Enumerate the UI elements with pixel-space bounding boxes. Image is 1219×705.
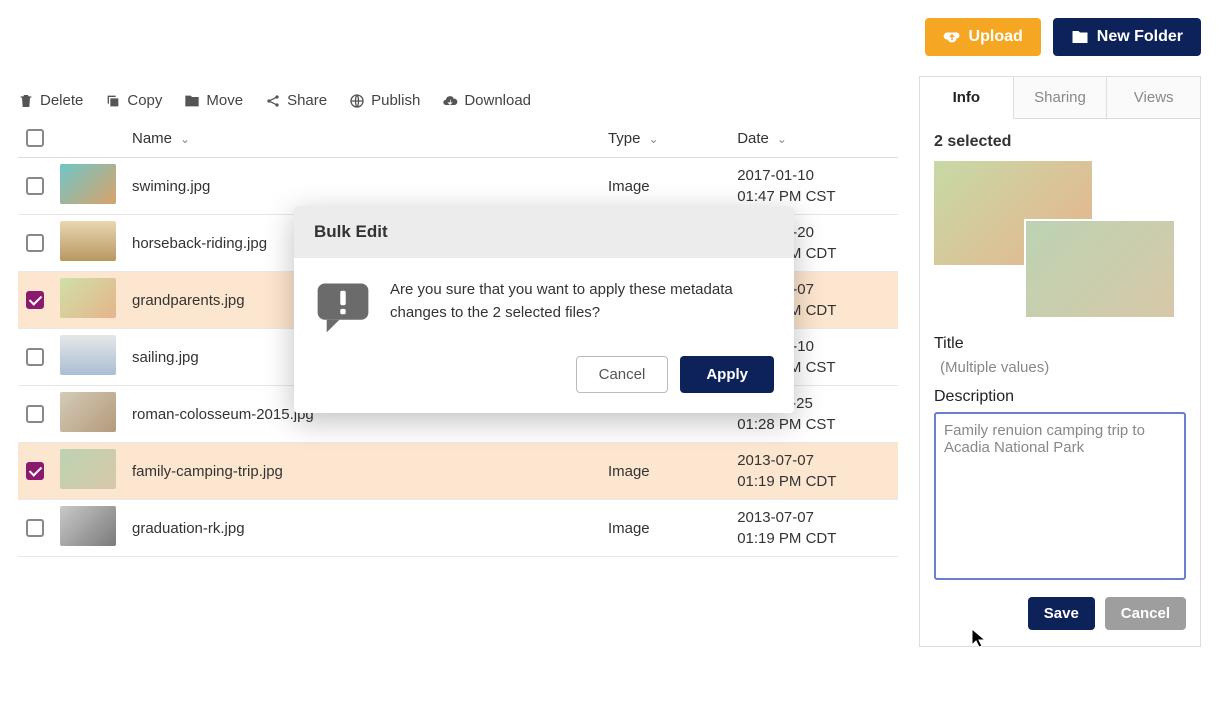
panel-tabs: Info Sharing Views — [920, 77, 1200, 119]
thumbnail-preview — [1024, 219, 1176, 319]
file-date: 2013-07-0701:19 PM CDT — [729, 443, 898, 500]
file-thumbnail — [60, 506, 116, 546]
file-date: 2013-07-0701:19 PM CDT — [729, 500, 898, 557]
header-date-label: Date — [737, 130, 769, 147]
file-type: Image — [600, 500, 729, 557]
table-row[interactable]: family-camping-trip.jpgImage2013-07-0701… — [18, 443, 898, 500]
trash-icon — [18, 93, 34, 109]
download-label: Download — [464, 92, 531, 109]
dialog-title: Bulk Edit — [294, 206, 794, 258]
cloud-download-icon — [442, 93, 458, 109]
share-action[interactable]: Share — [265, 92, 327, 109]
row-checkbox[interactable] — [26, 177, 44, 195]
header-type[interactable]: Type ⌄ — [600, 119, 729, 158]
file-thumbnail — [60, 449, 116, 489]
publish-action[interactable]: Publish — [349, 92, 420, 109]
dialog-apply-button[interactable]: Apply — [680, 356, 774, 393]
description-input[interactable] — [934, 412, 1186, 580]
title-value[interactable]: (Multiple values) — [934, 359, 1186, 376]
copy-label: Copy — [127, 92, 162, 109]
upload-button[interactable]: Upload — [925, 18, 1041, 56]
select-all-checkbox[interactable] — [26, 129, 44, 147]
selected-count: 2 selected — [934, 133, 1186, 151]
table-row[interactable]: graduation-rk.jpgImage2013-07-0701:19 PM… — [18, 500, 898, 557]
dialog-cancel-button[interactable]: Cancel — [576, 356, 669, 393]
row-checkbox[interactable] — [26, 291, 44, 309]
top-actions: Upload New Folder — [925, 18, 1201, 56]
file-thumbnail — [60, 335, 116, 375]
header-date[interactable]: Date ⌄ — [729, 119, 898, 158]
dialog-message: Are you sure that you want to apply thes… — [390, 278, 774, 325]
details-panel: Info Sharing Views 2 selected Title (Mul… — [919, 76, 1201, 647]
title-label: Title — [934, 335, 1186, 353]
cursor-icon — [970, 627, 988, 649]
move-action[interactable]: Move — [184, 92, 243, 109]
chevron-down-icon: ⌄ — [180, 132, 190, 146]
row-checkbox[interactable] — [26, 405, 44, 423]
new-folder-button[interactable]: New Folder — [1053, 18, 1201, 56]
tab-views[interactable]: Views — [1107, 77, 1200, 119]
folder-icon — [1071, 28, 1089, 46]
panel-actions: Save Cancel — [934, 597, 1186, 630]
globe-icon — [349, 93, 365, 109]
tab-info[interactable]: Info — [920, 77, 1014, 119]
tab-sharing[interactable]: Sharing — [1014, 77, 1108, 119]
new-folder-label: New Folder — [1097, 28, 1183, 46]
cancel-button[interactable]: Cancel — [1105, 597, 1186, 630]
copy-icon — [105, 93, 121, 109]
dialog-footer: Cancel Apply — [294, 356, 794, 413]
file-name[interactable]: family-camping-trip.jpg — [124, 443, 600, 500]
file-thumbnail — [60, 164, 116, 204]
header-name[interactable]: Name ⌄ — [124, 119, 600, 158]
warning-speech-icon — [314, 278, 372, 336]
upload-label: Upload — [969, 28, 1023, 46]
move-label: Move — [206, 92, 243, 109]
description-label: Description — [934, 388, 1186, 406]
folder-move-icon — [184, 93, 200, 109]
file-thumbnail — [60, 221, 116, 261]
header-name-label: Name — [132, 130, 172, 147]
cloud-upload-icon — [943, 28, 961, 46]
file-thumbnail — [60, 392, 116, 432]
file-name[interactable]: graduation-rk.jpg — [124, 500, 600, 557]
save-button[interactable]: Save — [1028, 597, 1095, 630]
row-checkbox[interactable] — [26, 462, 44, 480]
header-thumb — [52, 119, 124, 158]
chevron-down-icon: ⌄ — [648, 132, 658, 146]
dialog-body: Are you sure that you want to apply thes… — [294, 258, 794, 356]
row-checkbox[interactable] — [26, 234, 44, 252]
row-checkbox[interactable] — [26, 519, 44, 537]
publish-label: Publish — [371, 92, 420, 109]
file-type: Image — [600, 443, 729, 500]
row-checkbox[interactable] — [26, 348, 44, 366]
copy-action[interactable]: Copy — [105, 92, 162, 109]
share-label: Share — [287, 92, 327, 109]
chevron-down-icon: ⌄ — [777, 132, 787, 146]
bulk-edit-dialog: Bulk Edit Are you sure that you want to … — [294, 206, 794, 413]
download-action[interactable]: Download — [442, 92, 531, 109]
file-thumbnail — [60, 278, 116, 318]
header-check — [18, 119, 52, 158]
panel-body: 2 selected Title (Multiple values) Descr… — [920, 119, 1200, 646]
header-type-label: Type — [608, 130, 641, 147]
share-icon — [265, 93, 281, 109]
selection-thumbnails — [934, 161, 1186, 321]
delete-label: Delete — [40, 92, 83, 109]
delete-action[interactable]: Delete — [18, 92, 83, 109]
file-toolbar: Delete Copy Move Share Publish Download — [18, 88, 898, 119]
